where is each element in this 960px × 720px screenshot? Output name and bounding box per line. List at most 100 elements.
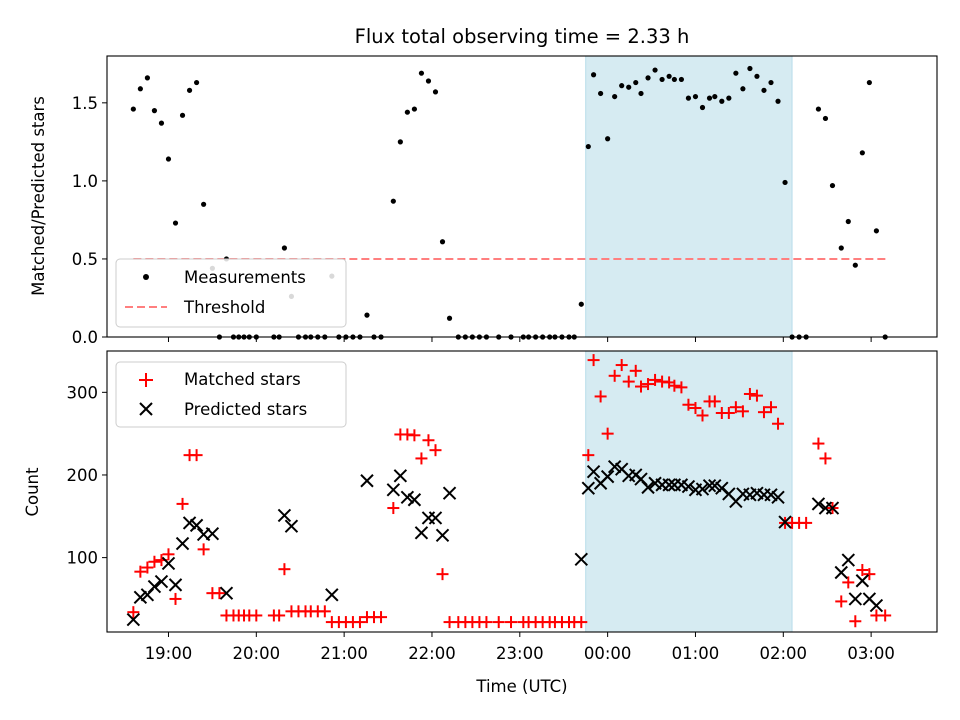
- matched-star-point: [668, 379, 681, 392]
- x-axis-label: Time (UTC): [475, 677, 567, 696]
- y-axis-label-ratio: Matched/Predicted stars: [29, 96, 48, 296]
- predicted-star-point: [175, 536, 190, 551]
- predicted-star-point: [825, 501, 840, 515]
- predicted-star-point: [869, 598, 884, 613]
- measurement-point: [838, 245, 844, 251]
- matched-star-point: [375, 611, 388, 624]
- y-tick-label: 300: [67, 383, 99, 402]
- x-tick-label: 02:00: [760, 644, 808, 663]
- measurement-point: [685, 95, 692, 101]
- legend-marker-matched: [139, 373, 153, 387]
- legend-marker-predicted: [139, 402, 153, 416]
- predicted-star-point: [695, 482, 710, 496]
- matched-star-point: [835, 595, 848, 608]
- matched-star-point: [682, 398, 695, 411]
- x-tick-label: 19:00: [145, 644, 193, 663]
- matched-star-point: [635, 380, 648, 393]
- matched-star-point: [582, 449, 595, 462]
- measurement-point: [761, 87, 767, 93]
- measurement-point: [612, 93, 618, 100]
- measurement-point: [619, 83, 625, 89]
- predicted-star-point: [435, 528, 450, 543]
- legend-label-matched: Matched stars: [184, 370, 301, 389]
- matched-star-point: [696, 409, 709, 422]
- predicted-star-point: [182, 516, 197, 530]
- matched-star-point: [615, 359, 628, 372]
- legend-top: Measurements Threshold: [115, 258, 347, 328]
- matched-star-point: [353, 616, 366, 629]
- measurement-point: [418, 70, 425, 76]
- matched-star-point: [757, 406, 770, 419]
- measurement-point: [747, 65, 753, 72]
- measurement-point: [626, 84, 632, 90]
- measurement-point: [201, 201, 207, 207]
- matched-star-point: [492, 616, 505, 629]
- legend-marker-measurements: [143, 274, 149, 280]
- measurement-point: [671, 76, 677, 83]
- plot-frame-bottom: [106, 350, 938, 633]
- measurement-point: [364, 312, 370, 318]
- measurement-point: [605, 136, 611, 142]
- predicted-star-point: [277, 508, 292, 523]
- measurement-point: [144, 75, 151, 81]
- measurement-point: [390, 198, 396, 204]
- matched-star-point: [415, 452, 428, 465]
- predicted-star-point: [848, 592, 863, 606]
- measurement-point: [439, 239, 446, 245]
- matched-star-point: [856, 564, 869, 577]
- matched-star-point: [197, 543, 210, 556]
- predicted-star-point: [428, 511, 443, 525]
- matched-star-point: [765, 401, 777, 414]
- predicted-star-point: [205, 526, 220, 541]
- matched-star-point: [141, 561, 154, 574]
- x-ticks-top-panel: [167, 337, 872, 342]
- matched-star-point: [689, 402, 702, 415]
- measurement-point: [726, 95, 732, 101]
- measurement-point: [733, 70, 739, 76]
- measurement-point: [425, 78, 432, 84]
- matched-star-point: [642, 378, 655, 391]
- matched-star-point: [273, 609, 286, 622]
- y-tick-label: 200: [67, 466, 99, 485]
- matched-star-point: [722, 406, 735, 419]
- matched-star-point: [608, 369, 621, 382]
- predicted-star-point: [702, 479, 717, 493]
- measurement-point: [590, 72, 597, 78]
- matched-star-point: [594, 390, 607, 403]
- measurement-point: [151, 108, 158, 114]
- predicted-star-point: [641, 480, 655, 495]
- measurement-point: [666, 73, 672, 79]
- predicted-star-point: [414, 526, 429, 540]
- measurement-point: [404, 109, 410, 115]
- matched-star-point: [601, 427, 614, 440]
- x-tick-label: 20:00: [233, 644, 281, 663]
- measurement-point: [193, 79, 200, 86]
- measurement-point: [397, 139, 403, 145]
- matched-star-point: [842, 576, 855, 589]
- legend-bottom: Matched stars Predicted stars: [115, 361, 347, 428]
- measurement-point: [873, 228, 879, 234]
- predicted-star-point: [811, 497, 826, 511]
- measurement-point: [652, 67, 658, 73]
- measurement-point: [768, 79, 774, 86]
- x-tick-label: 23:00: [496, 644, 544, 663]
- measurement-point: [782, 179, 788, 186]
- measurement-point: [740, 86, 746, 92]
- legend-label-measurements: Measurements: [184, 268, 306, 287]
- predicted-star-point: [708, 479, 722, 493]
- predicted-star-point: [607, 459, 622, 474]
- measurement-point: [130, 106, 136, 112]
- matched-star-point: [675, 381, 688, 394]
- matched-star-point: [408, 429, 421, 442]
- predicted-star-point: [834, 565, 848, 580]
- measurement-point: [719, 98, 725, 104]
- measurement-point: [638, 90, 644, 97]
- matched-star-point: [278, 563, 291, 576]
- predicted-star-point: [154, 574, 169, 589]
- predicted-star-point: [219, 586, 234, 600]
- predicted-star-point: [771, 490, 785, 504]
- predicted-star-point: [189, 518, 204, 533]
- predicted-star-point: [841, 553, 855, 567]
- matched-star-point: [436, 568, 449, 581]
- measurement-point: [866, 79, 872, 86]
